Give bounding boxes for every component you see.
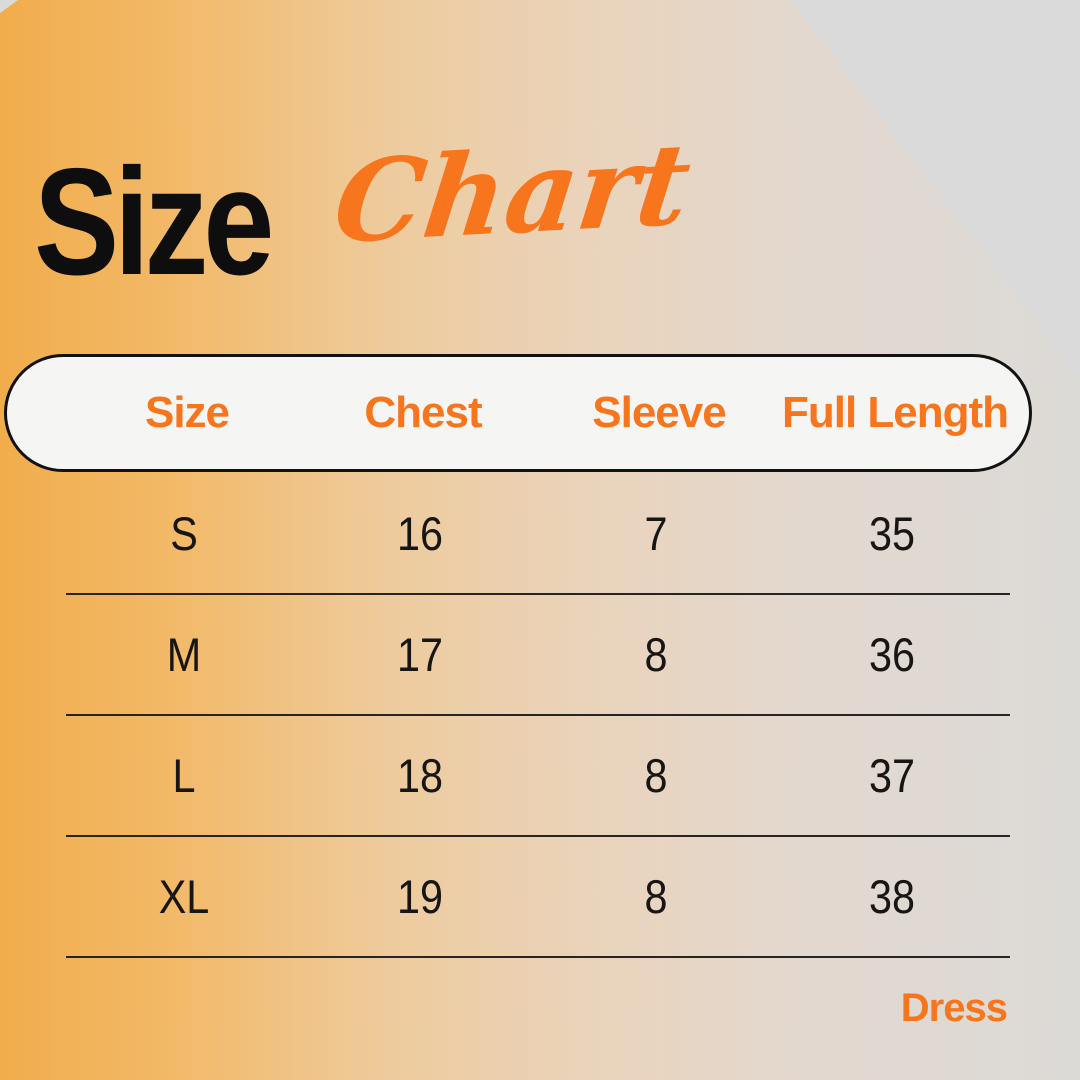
cell-full-length: 38 [868, 870, 916, 923]
cell-sleeve: 8 [644, 749, 668, 802]
cell-chest: 19 [396, 870, 444, 923]
page-title: Size [34, 137, 274, 307]
table-row: L 18 8 37 [66, 716, 1010, 837]
cell-sleeve: 7 [644, 507, 668, 560]
cell-chest: 17 [396, 628, 444, 681]
cell-full-length: 37 [868, 749, 916, 802]
cell-full-length: 36 [868, 628, 916, 681]
column-header-chest: Chest [364, 388, 482, 437]
table-row: XL 19 8 38 [66, 837, 1010, 958]
cell-sleeve: 8 [644, 628, 668, 681]
page-title-accent: Chart [327, 118, 698, 270]
size-table: S 16 7 35 M 17 8 36 L 18 8 37 XL 19 8 38 [66, 474, 1010, 958]
cell-chest: 18 [396, 749, 444, 802]
cell-size: L [172, 749, 196, 802]
cell-size: XL [158, 870, 210, 923]
table-row: M 17 8 36 [66, 595, 1010, 716]
table-header-row: Size Chest Sleeve Full Length [69, 357, 1013, 469]
cell-sleeve: 8 [644, 870, 668, 923]
table-row: S 16 7 35 [66, 474, 1010, 595]
cell-size: M [166, 628, 202, 681]
table-header-pill: Size Chest Sleeve Full Length [4, 354, 1032, 472]
column-header-full-length: Full Length [781, 388, 1009, 437]
cell-full-length: 35 [868, 507, 916, 560]
cell-size: S [170, 507, 198, 560]
column-header-size: Size [144, 388, 230, 437]
cell-chest: 16 [396, 507, 444, 560]
column-header-sleeve: Sleeve [592, 388, 726, 437]
garment-type-label: Dress [900, 986, 1008, 1030]
